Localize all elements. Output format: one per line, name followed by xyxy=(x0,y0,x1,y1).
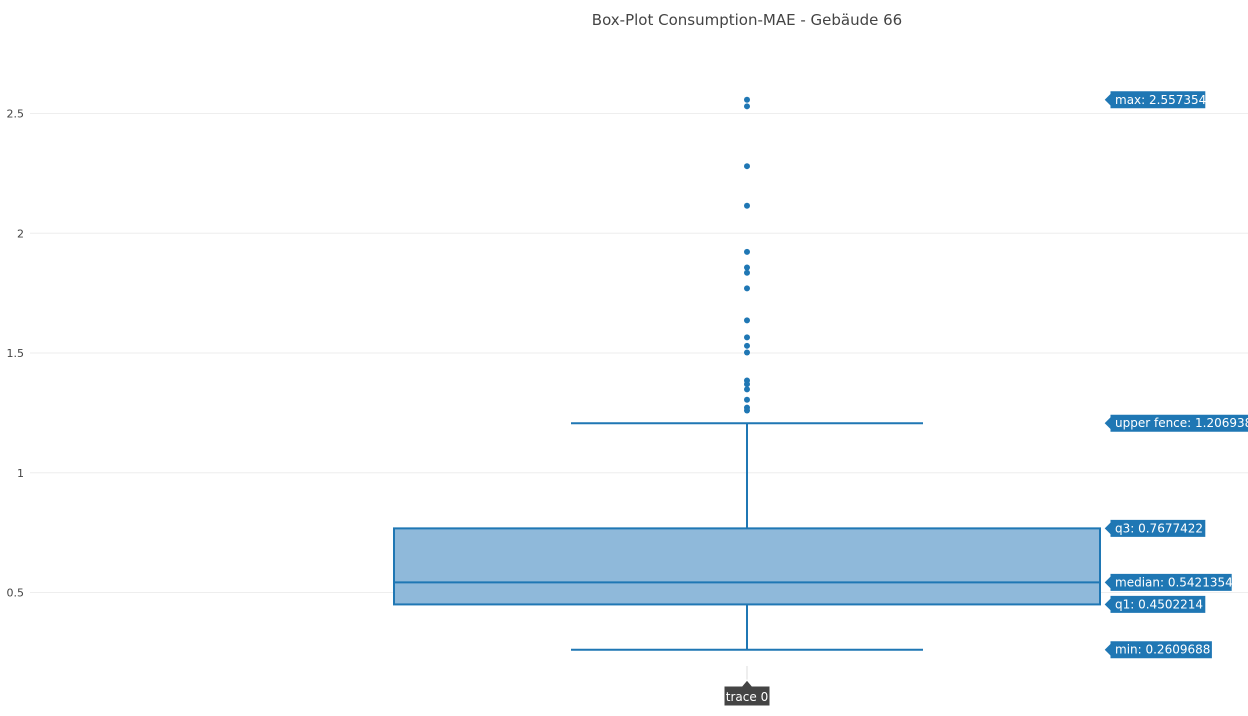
outlier-point[interactable] xyxy=(744,269,750,276)
box-trace[interactable] xyxy=(393,422,1101,651)
hover-label-q3: q3: 0.7677422 xyxy=(1103,518,1207,538)
y-axis-ticks: 0.5 1 1.5 2 2.5 xyxy=(7,108,25,600)
outlier-point[interactable] xyxy=(744,342,750,349)
trace-label: trace 0 xyxy=(723,666,771,707)
outlier-point[interactable] xyxy=(744,407,750,414)
y-tick-label: 1.5 xyxy=(7,347,25,360)
trace-hover-label: trace 0 xyxy=(723,666,771,707)
y-tick-label: 0.5 xyxy=(7,587,25,600)
y-tick-label: 2 xyxy=(17,227,24,240)
trace-label-box xyxy=(723,679,771,707)
hover-label-max: max: 2.557354 xyxy=(1103,90,1207,110)
outlier-point[interactable] xyxy=(744,396,750,403)
outlier-point[interactable] xyxy=(744,163,750,170)
outlier-point[interactable] xyxy=(744,248,750,255)
outlier-point[interactable] xyxy=(744,334,750,341)
outlier-point[interactable] xyxy=(744,264,750,271)
outlier-point[interactable] xyxy=(744,317,750,324)
hover-label-text: median: 0.5421354 xyxy=(1115,575,1233,589)
hover-label-upper-fence: upper fence: 1.206938 xyxy=(1103,413,1248,433)
hover-label-q1: q1: 0.4502214 xyxy=(1103,594,1207,614)
box-body[interactable] xyxy=(393,527,1101,606)
trace-label-text: trace 0 xyxy=(726,690,768,704)
outlier-point[interactable] xyxy=(744,285,750,292)
hover-label-text: q3: 0.7677422 xyxy=(1115,521,1203,535)
hover-label-text: min: 0.2609688 xyxy=(1115,643,1210,657)
hover-label-text: max: 2.557354 xyxy=(1115,93,1206,107)
hover-label-box xyxy=(1103,413,1248,433)
hover-label-median: median: 0.5421354 xyxy=(1103,572,1233,592)
outlier-point[interactable] xyxy=(744,386,750,393)
hover-label-min: min: 0.2609688 xyxy=(1103,640,1213,660)
outlier-point[interactable] xyxy=(744,349,750,356)
hover-label-text: q1: 0.4502214 xyxy=(1115,597,1203,611)
chart-title: Box-Plot Consumption-MAE - Gebäude 66 xyxy=(592,11,902,29)
outlier-point[interactable] xyxy=(744,202,750,209)
outlier-point[interactable] xyxy=(744,103,750,110)
hover-label-box xyxy=(1103,90,1207,110)
hover-label-text: upper fence: 1.206938 xyxy=(1115,416,1248,430)
hover-label-box xyxy=(1103,518,1207,538)
y-tick-label: 2.5 xyxy=(7,108,25,121)
hover-label-box xyxy=(1103,640,1213,660)
hover-label-box xyxy=(1103,594,1207,614)
outlier-points[interactable] xyxy=(744,96,750,414)
outlier-point[interactable] xyxy=(744,96,750,103)
y-tick-label: 1 xyxy=(17,467,24,480)
grid-layer xyxy=(30,113,1248,593)
hover-labels: max: 2.557354 upper fence: 1.206938 q3: 0.… xyxy=(1103,90,1248,660)
hover-label-box xyxy=(1103,572,1233,592)
outlier-point[interactable] xyxy=(744,381,750,388)
